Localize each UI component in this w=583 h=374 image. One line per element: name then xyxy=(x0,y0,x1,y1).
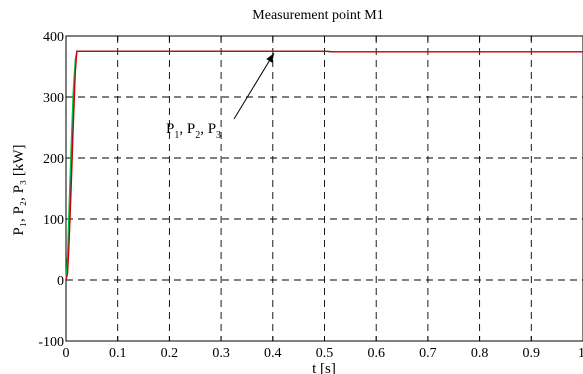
annotation-arrow xyxy=(233,52,275,120)
y-tick-label: -100 xyxy=(38,335,64,350)
y-tick-label: 400 xyxy=(43,30,64,45)
annotation: P1, P2, P3 xyxy=(166,52,275,141)
x-tick-label: 0.9 xyxy=(523,346,541,361)
x-tick-label: 0.2 xyxy=(161,346,179,361)
annotation-sub: 1 xyxy=(174,130,179,141)
y-tick-label: 0 xyxy=(57,274,64,289)
y-axis-title-text: P₁, P₂, P₃ [kW] xyxy=(11,144,27,235)
x-tick-label: 0.6 xyxy=(367,346,385,361)
x-tick-label: 1 xyxy=(578,346,583,361)
y-ticks: -100 0 100 200 300 400 xyxy=(38,30,71,350)
annotation-arrowhead xyxy=(266,53,274,63)
x-ticks: 0 0.1 0.2 0.3 0.4 0.5 0.6 0.7 0.8 0.9 1 xyxy=(63,36,583,361)
plot-frame xyxy=(65,35,583,342)
annotation-main: P xyxy=(187,121,195,137)
x-axis-title: t [s] xyxy=(312,361,336,374)
annotation-main: P xyxy=(166,121,174,137)
annotation-sub: 3 xyxy=(216,130,221,141)
annotation-sep: , xyxy=(200,121,208,137)
annotation-sep: , xyxy=(179,121,187,137)
x-tick-label: 0.4 xyxy=(264,346,282,361)
grid-lines xyxy=(66,36,583,341)
annotation-label: P1, P2, P3 xyxy=(166,121,221,141)
y-tick-label: 200 xyxy=(43,152,64,167)
series-lines xyxy=(65,50,583,281)
chart-title: Measurement point M1 xyxy=(252,8,383,23)
x-tick-label: 0.1 xyxy=(109,346,127,361)
annotation-sub: 2 xyxy=(195,130,200,141)
x-tick-label: 0.8 xyxy=(471,346,489,361)
series-line-3 xyxy=(65,50,583,281)
y-tick-label: 300 xyxy=(43,91,64,106)
x-tick-label: 0.3 xyxy=(212,346,230,361)
x-tick-label: 0.7 xyxy=(419,346,437,361)
x-tick-label: 0.5 xyxy=(316,346,334,361)
x-tick-label: 0 xyxy=(63,346,70,361)
y-tick-label: 100 xyxy=(43,213,64,228)
annotation-main: P xyxy=(208,121,216,137)
y-axis-title: P₁, P₂, P₃ [kW] xyxy=(11,144,27,235)
